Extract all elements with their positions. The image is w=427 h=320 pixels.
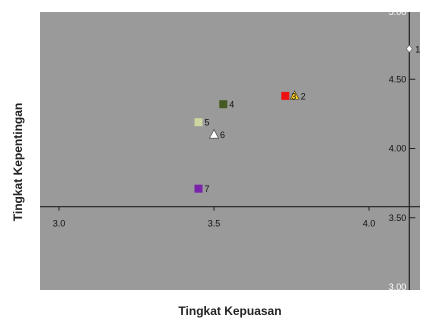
x-axis-label: Tingkat Kepuasan [178, 304, 281, 318]
point-5-label: 5 [205, 118, 210, 128]
x-tick-label: 4.0 [363, 219, 376, 229]
y-tick-label: 5.00 [389, 7, 407, 17]
point-1-label: 1 [415, 44, 420, 54]
point-1-marker [405, 44, 413, 53]
point-4-label: 4 [229, 100, 234, 110]
point-4-marker [219, 100, 228, 109]
point-3-label: 3 [291, 91, 296, 101]
y-tick-label: 3.00 [389, 282, 407, 292]
point-7-label: 7 [205, 184, 210, 194]
point-5-marker [194, 118, 203, 127]
point-2-label: 2 [301, 91, 306, 101]
y-tick-label: 3.50 [389, 213, 407, 223]
plot-area [40, 12, 420, 290]
point-6-label: 6 [220, 130, 225, 140]
point-7-marker [194, 184, 203, 193]
y-axis-label: Tingkat Kepentingan [11, 103, 25, 221]
point-6-marker [209, 129, 219, 139]
point-2-marker [289, 90, 300, 100]
y-tick-label: 4.00 [389, 144, 407, 154]
x-tick-label: 3.0 [53, 219, 66, 229]
x-tick-label: 3.5 [208, 219, 221, 229]
y-tick-label: 4.50 [389, 74, 407, 84]
point-3-marker [281, 91, 290, 100]
